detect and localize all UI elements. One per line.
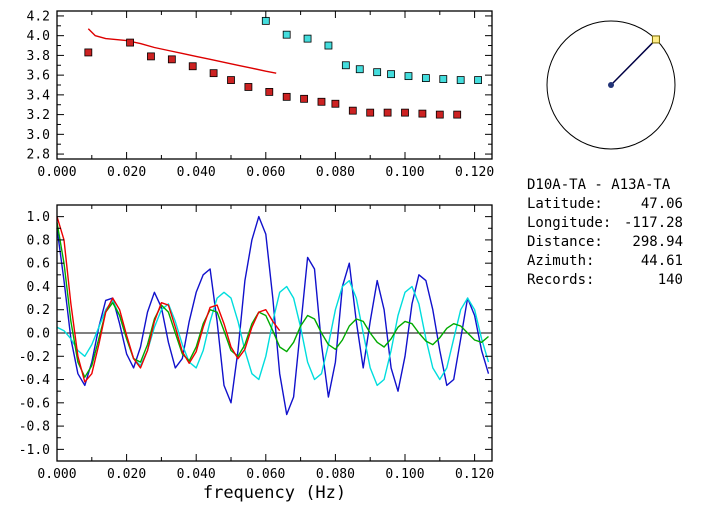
blue-curve [56,215,490,416]
red-squares-marker[interactable] [265,88,274,96]
red-squares-marker[interactable] [126,38,134,47]
cyan-squares-marker[interactable] [421,74,430,82]
dial-center-marker [608,82,614,88]
red-squares-marker[interactable] [84,48,93,57]
y-tick-label: -0.2 [19,350,50,365]
red-squares-marker[interactable] [348,106,357,115]
dispersion-plot[interactable]: 0.000 0.020 0.040 0.060 0.080 0.100 0.120 2.8 3.… [27,9,495,180]
x-tick-label: 0.040 [177,467,216,482]
x-tick-label: 0.000 [37,467,76,482]
info-row-longitude: Longitude: -117.28 [527,214,683,233]
y-tick-label: 3.0 [27,128,50,143]
y-tick-label: 3.8 [27,49,50,64]
red-squares-marker[interactable] [167,55,176,64]
red-squares-marker[interactable] [282,92,291,101]
y-tick-label: -0.6 [19,396,50,411]
y-tick-label: 1.0 [27,210,50,225]
x-tick-label: 0.080 [316,165,355,180]
x-tick-label: 0.100 [385,467,424,482]
red-squares-marker[interactable] [188,62,197,71]
cyan-squares-marker[interactable] [456,76,465,84]
x-tick-label: 0.120 [455,165,494,180]
y-tick-label: 3.2 [27,108,50,123]
red-squares-marker[interactable] [383,108,392,117]
info-row-latitude: Latitude: 47.06 [527,195,683,214]
x-tick-label: 0.100 [385,165,424,180]
y-tick-label: 0.0 [27,327,50,342]
cyan-squares-marker[interactable] [439,75,448,83]
x-tick-label: 0.080 [316,467,355,482]
y-tick-label: -0.8 [19,420,50,435]
info-row-records: Records: 140 [527,271,683,290]
cyan-squares-marker[interactable] [355,65,364,74]
info-value-distance: 298.94 [632,234,683,250]
red-squares-marker[interactable] [401,108,409,117]
station-pair-title: D10A-TA - A13A-TA [527,177,671,193]
red-curve [56,216,281,383]
cyan-squares-marker[interactable] [282,30,291,39]
cyan-squares-marker[interactable] [261,16,270,25]
y-tick-label: 4.0 [27,29,50,44]
info-label-records: Records: [527,272,595,288]
station-info: D10A-TA - A13A-TA Latitude: 47.06 Longit… [527,176,683,290]
plot-frame [56,10,493,160]
cyan-squares-marker[interactable] [341,61,350,70]
y-tick-label: 4.2 [27,9,50,24]
info-label-longitude: Longitude: [527,215,612,231]
info-label-latitude: Latitude: [527,196,603,212]
dial-azimuth-line [610,38,657,86]
info-value-records: 140 [657,272,683,288]
y-tick-label: 0.6 [27,257,50,272]
x-tick-label: 0.120 [455,467,494,482]
x-tick-label: 0.060 [246,165,285,180]
info-row-azimuth: Azimuth: 44.61 [527,252,683,271]
red-squares-marker[interactable] [300,94,308,103]
azimuth-dial [546,20,676,150]
red-squares-marker[interactable] [331,99,340,108]
x-tick-label: 0.020 [107,165,146,180]
red-squares-marker[interactable] [453,110,462,119]
red-squares-marker[interactable] [244,83,253,91]
cyan-squares-marker[interactable] [324,41,333,50]
info-value-longitude: -117.28 [623,215,683,231]
info-row-distance: Distance: 298.94 [527,233,683,252]
y-tick-label: 3.6 [27,69,50,84]
red-fit-line [87,28,277,74]
red-squares-marker[interactable] [227,76,235,84]
y-tick-label: 3.4 [27,88,51,103]
x-tick-label: 0.000 [37,165,76,180]
info-label-azimuth: Azimuth: [527,253,595,269]
x-tick-label: 0.040 [177,165,216,180]
cyan-squares-marker[interactable] [404,72,413,81]
cyan-squares-marker[interactable] [387,70,395,79]
y-tick-label: 2.8 [27,148,50,163]
dial-circle [546,20,676,150]
x-tick-label: 0.060 [246,467,285,482]
red-squares-marker[interactable] [317,97,326,106]
y-tick-label: -1.0 [19,443,50,458]
red-squares-marker[interactable] [209,69,218,78]
x-axis-title: frequency (Hz) [202,483,347,503]
info-label-distance: Distance: [527,234,603,250]
info-value-azimuth: 44.61 [640,253,683,269]
red-squares-marker[interactable] [147,52,155,61]
x-tick-label: 0.020 [107,467,146,482]
red-squares-marker[interactable] [418,109,427,118]
cyan-squares-marker[interactable] [474,76,482,84]
cross-spectrum-plot[interactable]: 0.000 0.020 0.040 0.060 0.080 0.100 0.120 -1.0 -… [19,204,494,482]
red-squares-marker[interactable] [435,110,444,119]
y-tick-label: 0.4 [27,280,51,295]
dial-azimuth-marker[interactable] [651,35,660,44]
y-tick-label: 0.2 [27,303,50,318]
info-value-latitude: 47.06 [640,196,683,212]
red-squares-marker[interactable] [366,108,375,117]
cyan-squares-marker[interactable] [303,34,312,43]
y-tick-label: 0.8 [27,233,50,248]
y-tick-label: -0.4 [19,373,50,388]
cyan-squares-marker[interactable] [373,68,382,77]
